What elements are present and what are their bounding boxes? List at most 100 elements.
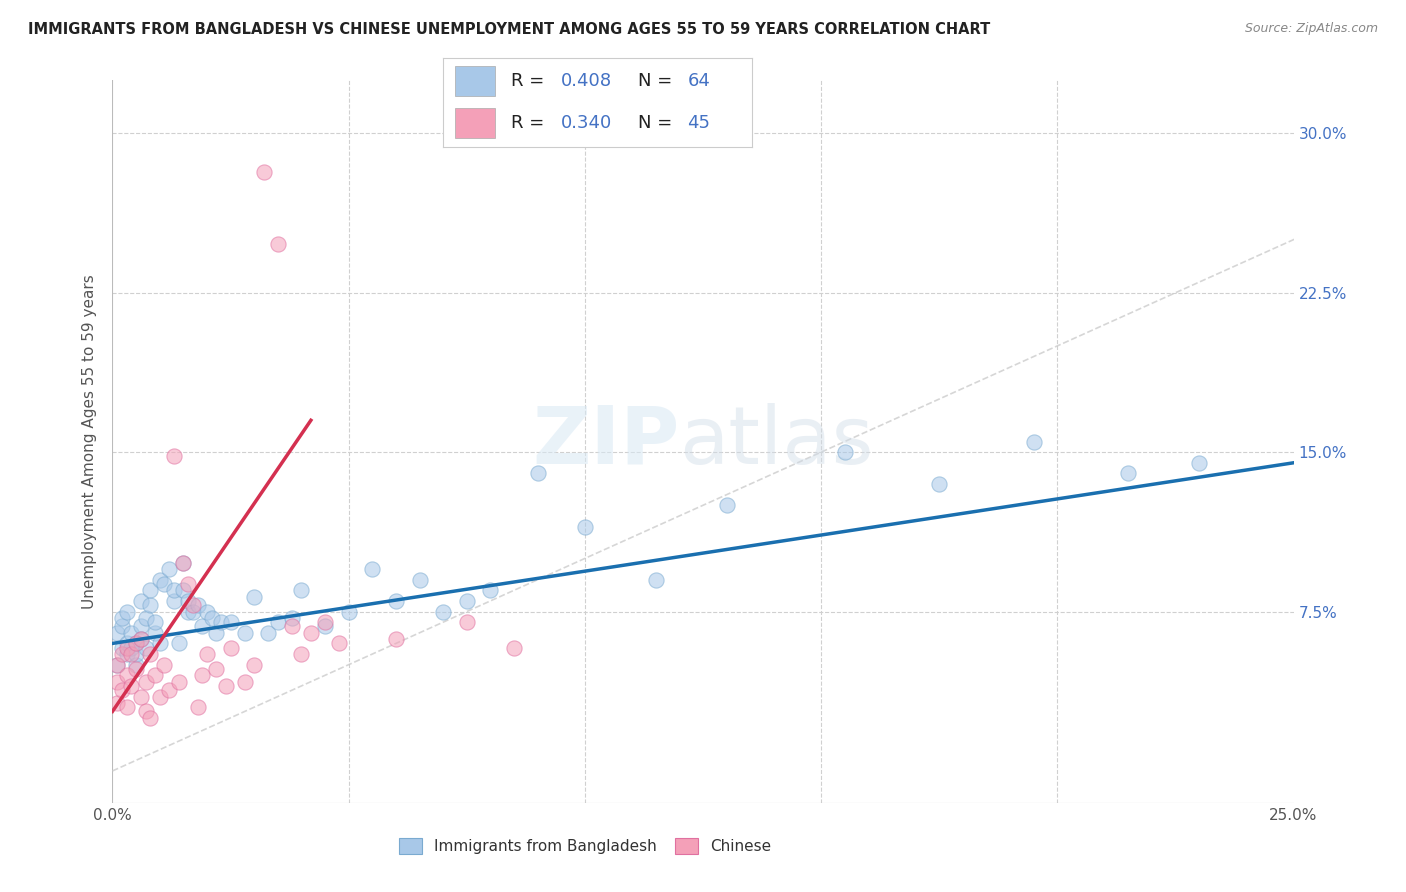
Point [253, 164, 276, 178]
Point [243, 657, 266, 672]
Point [111, 640, 134, 655]
Point [644, 573, 666, 587]
Point [129, 632, 152, 647]
Text: 45: 45 [688, 114, 710, 132]
Point [299, 625, 322, 640]
Point [125, 647, 148, 661]
Point [181, 598, 204, 612]
Point [139, 598, 162, 612]
Point [834, 445, 856, 459]
Point [105, 696, 128, 710]
Point [233, 625, 256, 640]
Point [120, 625, 142, 640]
Point [177, 594, 200, 608]
Point [163, 594, 186, 608]
Point [105, 625, 128, 640]
Point [111, 619, 134, 633]
Text: 0.340: 0.340 [561, 114, 612, 132]
Point [290, 647, 312, 661]
Text: 0.408: 0.408 [561, 72, 612, 90]
Point [157, 683, 180, 698]
Point [385, 594, 408, 608]
Point [143, 615, 166, 630]
Point [135, 640, 157, 655]
Point [105, 657, 128, 672]
Point [135, 705, 157, 719]
Point [120, 640, 142, 655]
Legend: Immigrants from Bangladesh, Chinese: Immigrants from Bangladesh, Chinese [392, 832, 778, 860]
Text: IMMIGRANTS FROM BANGLADESH VS CHINESE UNEMPLOYMENT AMONG AGES 55 TO 59 YEARS COR: IMMIGRANTS FROM BANGLADESH VS CHINESE UN… [28, 22, 990, 37]
Point [328, 636, 350, 650]
Point [120, 647, 142, 661]
Point [105, 657, 128, 672]
Point [191, 668, 214, 682]
Point [385, 632, 408, 647]
Point [314, 619, 336, 633]
Point [209, 615, 232, 630]
Point [191, 619, 214, 633]
Point [172, 583, 194, 598]
Point [153, 577, 176, 591]
Text: Source: ZipAtlas.com: Source: ZipAtlas.com [1244, 22, 1378, 36]
Text: R =: R = [510, 72, 550, 90]
Text: atlas: atlas [679, 402, 873, 481]
Point [928, 477, 950, 491]
Point [290, 583, 312, 598]
Y-axis label: Unemployment Among Ages 55 to 59 years: Unemployment Among Ages 55 to 59 years [82, 274, 97, 609]
Point [574, 519, 596, 533]
Point [257, 625, 280, 640]
Point [1188, 456, 1211, 470]
Point [143, 668, 166, 682]
Point [181, 605, 204, 619]
Point [163, 450, 186, 464]
Point [105, 674, 128, 689]
Text: ZIP: ZIP [531, 402, 679, 481]
Point [219, 615, 242, 630]
Point [195, 605, 218, 619]
Point [172, 556, 194, 570]
Point [115, 647, 138, 661]
Point [186, 700, 208, 714]
Point [267, 236, 290, 251]
Point [716, 498, 738, 512]
Point [129, 594, 152, 608]
Point [215, 679, 238, 693]
Point [115, 636, 138, 650]
Point [195, 647, 218, 661]
Point [1022, 434, 1045, 449]
Point [243, 590, 266, 604]
Point [149, 690, 172, 704]
Point [139, 583, 162, 598]
Point [139, 711, 162, 725]
Point [267, 615, 290, 630]
Point [139, 647, 162, 661]
Point [125, 636, 148, 650]
FancyBboxPatch shape [456, 66, 495, 96]
Point [149, 636, 172, 650]
Point [153, 657, 176, 672]
Point [1116, 467, 1139, 481]
Point [503, 640, 526, 655]
Point [361, 562, 384, 576]
Point [186, 598, 208, 612]
Point [219, 640, 242, 655]
Point [115, 668, 138, 682]
Point [456, 594, 478, 608]
Point [177, 605, 200, 619]
Text: N =: N = [638, 114, 678, 132]
Point [167, 674, 190, 689]
Point [281, 619, 304, 633]
Point [314, 615, 336, 630]
Point [120, 679, 142, 693]
Point [456, 615, 478, 630]
Point [111, 611, 134, 625]
Point [115, 640, 138, 655]
Text: 64: 64 [688, 72, 710, 90]
Text: R =: R = [510, 114, 550, 132]
Point [111, 683, 134, 698]
Point [129, 632, 152, 647]
Point [129, 690, 152, 704]
Point [281, 611, 304, 625]
Point [143, 625, 166, 640]
Point [111, 647, 134, 661]
